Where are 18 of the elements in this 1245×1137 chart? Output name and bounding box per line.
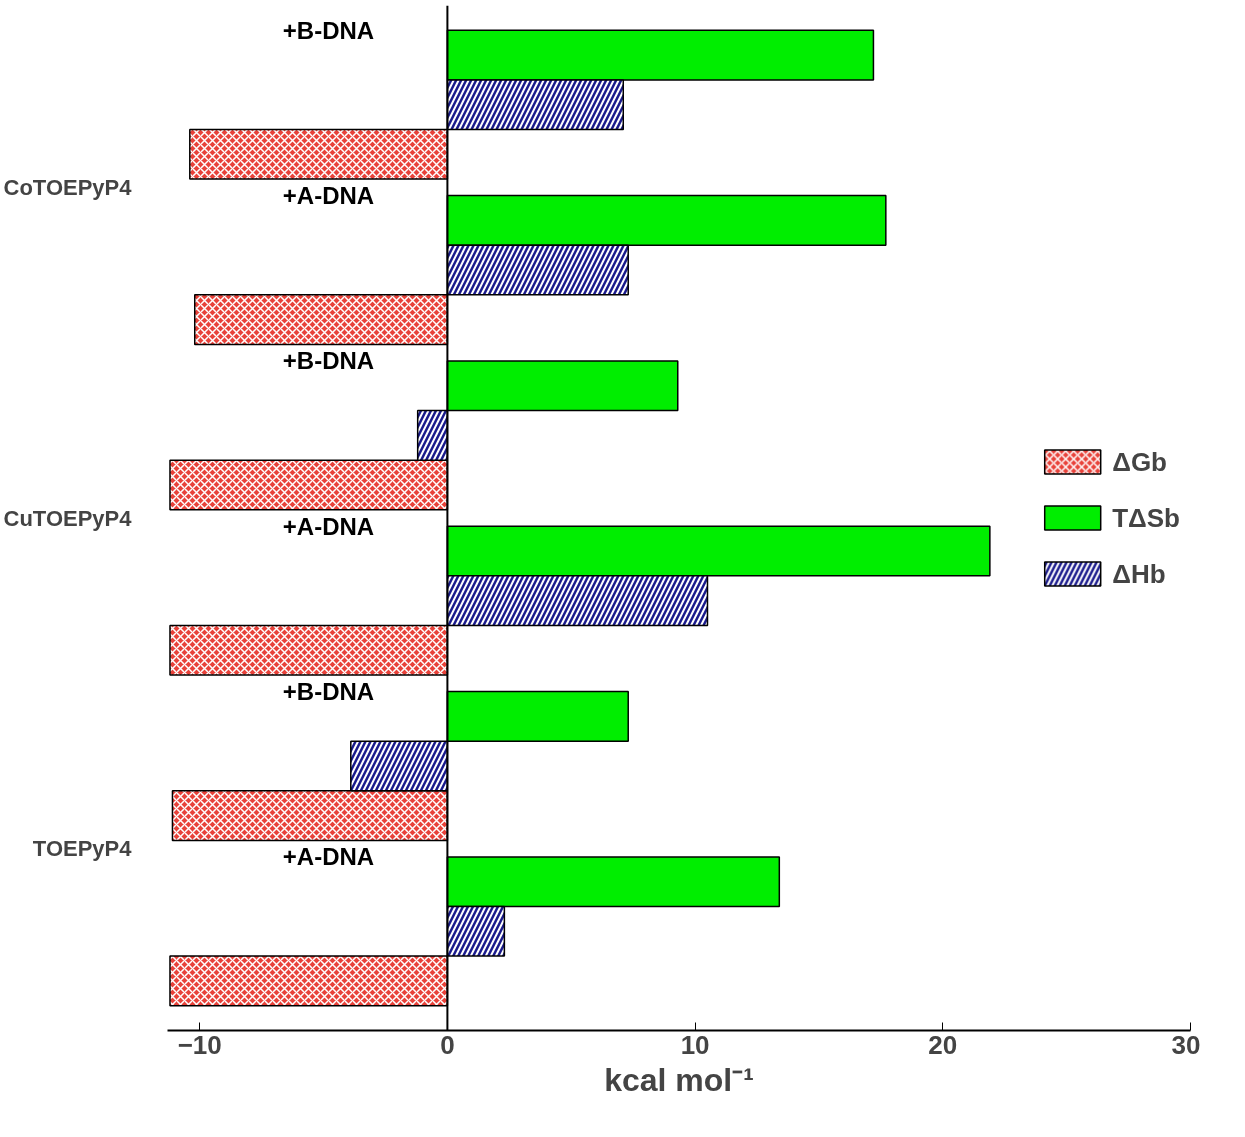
legend-label: ΔHb	[1112, 558, 1166, 589]
y-tick-label: +A-DNA	[282, 512, 375, 540]
text: TOEPyP4	[32, 836, 133, 862]
x-axis-title: kcal mol⁻¹	[604, 1061, 754, 1098]
text: CoTOEPyP4	[3, 174, 133, 200]
x-tick-label: 30	[1171, 1029, 1201, 1060]
y-tick-label: +B-DNA	[282, 16, 375, 44]
y-tick-label: +A-DNA	[282, 843, 375, 871]
text: CuTOEPyP4	[3, 505, 133, 531]
legend-label: TΔSb	[1112, 502, 1180, 533]
x-tick-label: 10	[680, 1029, 710, 1060]
legend-label: ΔGb	[1112, 446, 1167, 477]
x-tick-label: 20	[928, 1029, 958, 1060]
y-tick-label: +B-DNA	[282, 678, 375, 706]
y-tick-label: +A-DNA	[282, 182, 375, 210]
x-tick-label: −10	[177, 1029, 222, 1060]
y-tick-label: +B-DNA	[282, 347, 375, 375]
x-tick-label: 0	[440, 1029, 455, 1060]
